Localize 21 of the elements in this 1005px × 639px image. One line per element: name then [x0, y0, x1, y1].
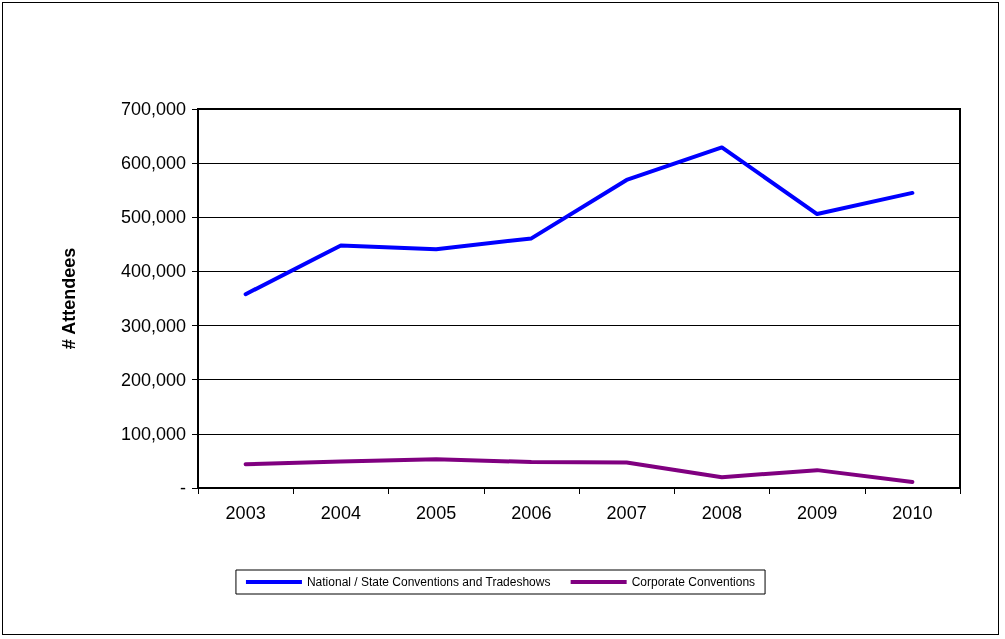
y-tick-label: 600,000	[120, 153, 186, 174]
x-tick-label: 2004	[320, 503, 361, 523]
legend-label: Corporate Conventions	[631, 575, 756, 589]
x-tick-label: 2003	[225, 503, 266, 523]
x-tick-label: 2009	[797, 503, 838, 523]
x-tick-label: 2008	[701, 503, 742, 523]
y-axis-title: # Attendees	[59, 247, 79, 350]
x-tick-label: 2006	[511, 503, 552, 523]
x-tick-label: 2010	[892, 503, 933, 523]
line-series	[243, 457, 915, 485]
y-tick-label: -	[180, 478, 186, 498]
y-tick-label: 700,000	[120, 99, 186, 119]
y-tick-label: 300,000	[120, 315, 186, 336]
y-tick-label: 100,000	[120, 423, 186, 444]
y-tick-label: 200,000	[120, 369, 186, 390]
y-tick-label: 400,000	[120, 261, 186, 282]
line-series	[243, 145, 915, 297]
x-tick-label: 2005	[416, 503, 457, 523]
legend-label: National / State Conventions and Tradeshows	[306, 575, 551, 589]
x-tick-label: 2007	[606, 503, 647, 523]
y-tick-label: 500,000	[120, 207, 186, 228]
